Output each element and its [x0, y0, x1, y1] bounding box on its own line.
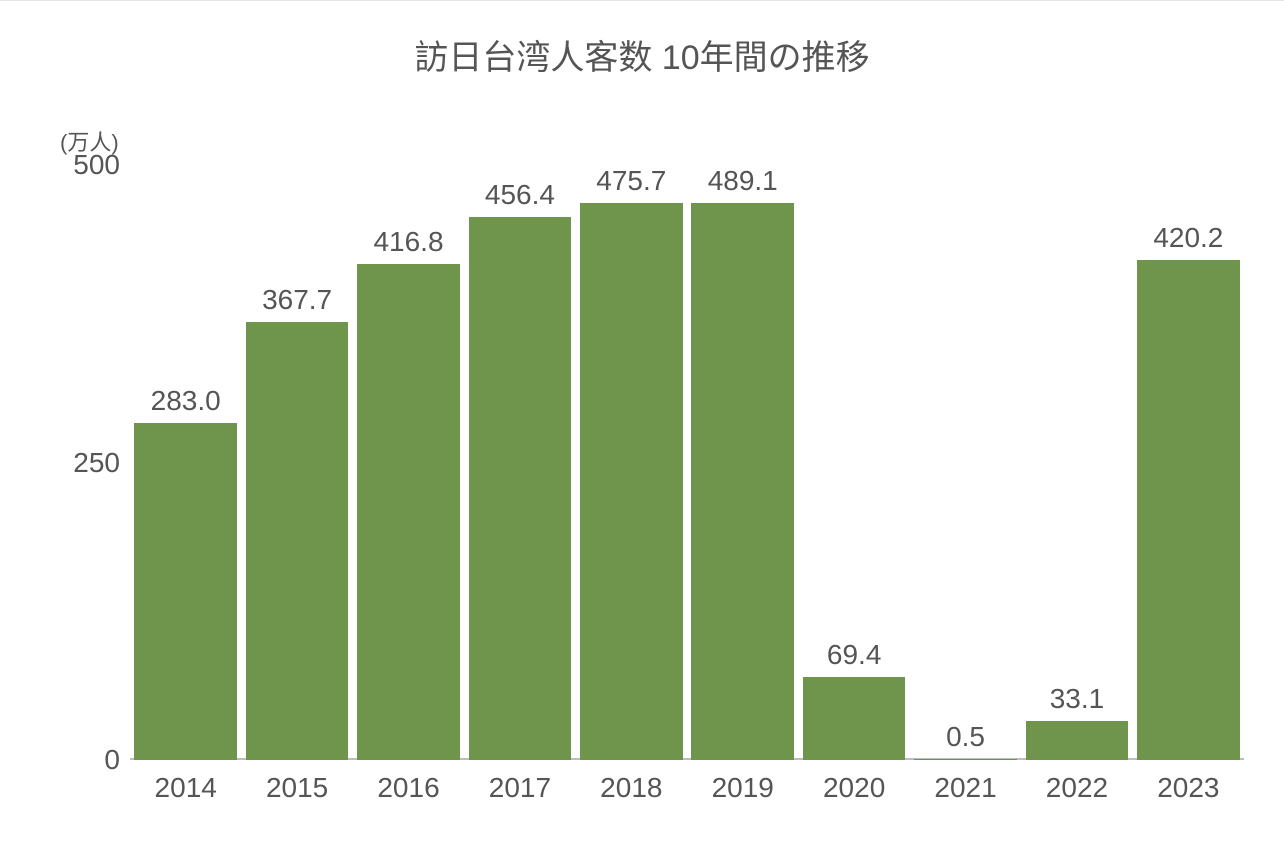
bar-rect — [1026, 721, 1128, 760]
bar-slot: 475.7 — [576, 165, 687, 760]
x-axis-label: 2019 — [687, 772, 798, 804]
chart-title: 訪日台湾人客数 10年間の推移 — [0, 30, 1284, 79]
bar-value-label: 69.4 — [827, 639, 882, 671]
bar-slot: 367.7 — [241, 165, 352, 760]
bar-value-label: 475.7 — [596, 165, 666, 197]
bar-slot: 416.8 — [353, 165, 464, 760]
x-axis-labels: 2014201520162017201820192020202120222023 — [130, 772, 1244, 804]
bar-rect — [803, 677, 905, 760]
x-axis-label: 2017 — [464, 772, 575, 804]
bar-rect — [580, 203, 682, 760]
top-rule — [0, 0, 1284, 1]
bar-rect — [469, 217, 571, 760]
chart-container: 訪日台湾人客数 10年間の推移 (万人) 283.0367.7416.8456.… — [0, 0, 1284, 864]
bar-slot: 456.4 — [464, 165, 575, 760]
bar-value-label: 420.2 — [1153, 222, 1223, 254]
bar-rect — [691, 203, 793, 760]
x-axis-label: 2018 — [576, 772, 687, 804]
x-axis-label: 2023 — [1133, 772, 1244, 804]
bar-slot: 420.2 — [1133, 165, 1244, 760]
plot-area: 283.0 367.7 416.8 456.4 475.7 489.1 69.4 0.5 33.… — [130, 165, 1244, 760]
y-tick-label: 0 — [104, 744, 130, 776]
bar-value-label: 367.7 — [262, 284, 332, 316]
x-axis-label: 2016 — [353, 772, 464, 804]
bar-rect — [357, 264, 459, 760]
bar-value-label: 456.4 — [485, 179, 555, 211]
bar-value-label: 489.1 — [708, 165, 778, 197]
x-axis-label: 2022 — [1021, 772, 1132, 804]
bar-rect — [134, 423, 236, 760]
bar-slot: 33.1 — [1021, 165, 1132, 760]
bars-group: 283.0 367.7 416.8 456.4 475.7 489.1 69.4 0.5 33.… — [130, 165, 1244, 760]
bar-value-label: 33.1 — [1050, 683, 1105, 715]
x-axis-label: 2020 — [798, 772, 909, 804]
bar-rect — [1137, 260, 1239, 760]
bar-rect — [914, 759, 1016, 760]
bar-slot: 0.5 — [910, 165, 1021, 760]
x-axis-label: 2014 — [130, 772, 241, 804]
y-tick-label: 250 — [73, 447, 130, 479]
bar-slot: 489.1 — [687, 165, 798, 760]
x-axis-label: 2021 — [910, 772, 1021, 804]
bar-slot: 69.4 — [798, 165, 909, 760]
x-axis-label: 2015 — [241, 772, 352, 804]
bar-slot: 283.0 — [130, 165, 241, 760]
bar-value-label: 416.8 — [373, 226, 443, 258]
bar-value-label: 283.0 — [151, 385, 221, 417]
y-tick-label: 500 — [73, 149, 130, 181]
bar-rect — [246, 322, 348, 760]
bar-value-label: 0.5 — [946, 721, 985, 753]
